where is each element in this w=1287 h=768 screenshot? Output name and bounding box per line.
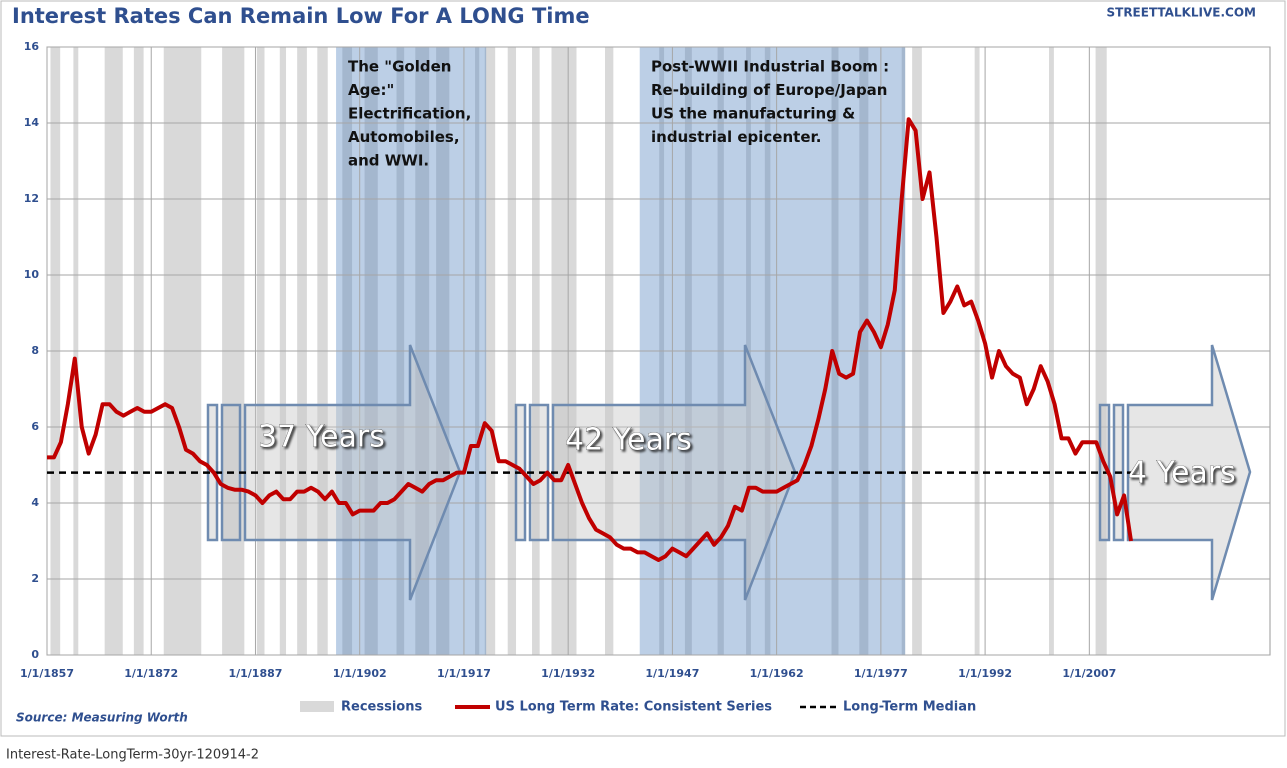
y-tick-label: 2 <box>31 572 39 585</box>
x-tick-label: 1/1/1887 <box>228 667 282 680</box>
y-tick-label: 6 <box>31 420 39 433</box>
x-tick-label: 1/1/1902 <box>333 667 387 680</box>
y-tick-label: 10 <box>24 268 40 281</box>
annotation: industrial epicenter. <box>651 128 821 146</box>
arrow-label: 4 Years <box>1128 456 1236 491</box>
y-tick-label: 0 <box>31 648 39 661</box>
chart-title: Interest Rates Can Remain Low For A LONG… <box>12 4 590 28</box>
annotation: Automobiles, <box>348 128 460 146</box>
series-line <box>47 117 1133 562</box>
annotation: Post-WWII Industrial Boom : <box>651 58 889 76</box>
y-tick-label: 14 <box>24 116 40 129</box>
x-tick-label: 1/1/1917 <box>437 667 491 680</box>
legend-label: Long-Term Median <box>843 700 976 715</box>
legend-label: Recessions <box>341 700 422 715</box>
annotation: Electrification, <box>348 105 471 123</box>
arrow-label: 37 Years <box>258 420 385 455</box>
x-tick-label: 1/1/2007 <box>1062 667 1116 680</box>
arrow <box>1126 344 1252 601</box>
source: Source: Measuring Worth <box>16 711 188 725</box>
y-tick-label: 8 <box>31 344 39 357</box>
arrow-label: 42 Years <box>565 423 692 458</box>
y-tick-label: 16 <box>24 40 40 53</box>
annotation: The "Golden <box>348 58 451 76</box>
x-tick-label: 1/1/1992 <box>958 667 1012 680</box>
caption: Interest-Rate-LongTerm-30yr-120914-2 <box>6 748 259 763</box>
y-tick-label: 4 <box>31 496 39 509</box>
x-tick-label: 1/1/1932 <box>541 667 595 680</box>
annotation: Age:" <box>348 81 394 99</box>
annotation: Re-building of Europe/Japan <box>651 81 887 99</box>
legend-label: US Long Term Rate: Consistent Series <box>495 700 772 715</box>
x-tick-label: 1/1/1857 <box>20 667 74 680</box>
x-tick-label: 1/1/1962 <box>750 667 804 680</box>
x-tick-label: 1/1/1872 <box>124 667 178 680</box>
annotation: and WWI. <box>348 152 429 170</box>
annotation: US the manufacturing & <box>651 105 855 123</box>
y-tick-label: 12 <box>24 192 39 205</box>
legend-swatch <box>300 701 334 712</box>
x-tick-label: 1/1/1977 <box>854 667 908 680</box>
brand: STREETTALKLIVE.COM <box>1106 6 1256 20</box>
x-tick-label: 1/1/1947 <box>645 667 699 680</box>
